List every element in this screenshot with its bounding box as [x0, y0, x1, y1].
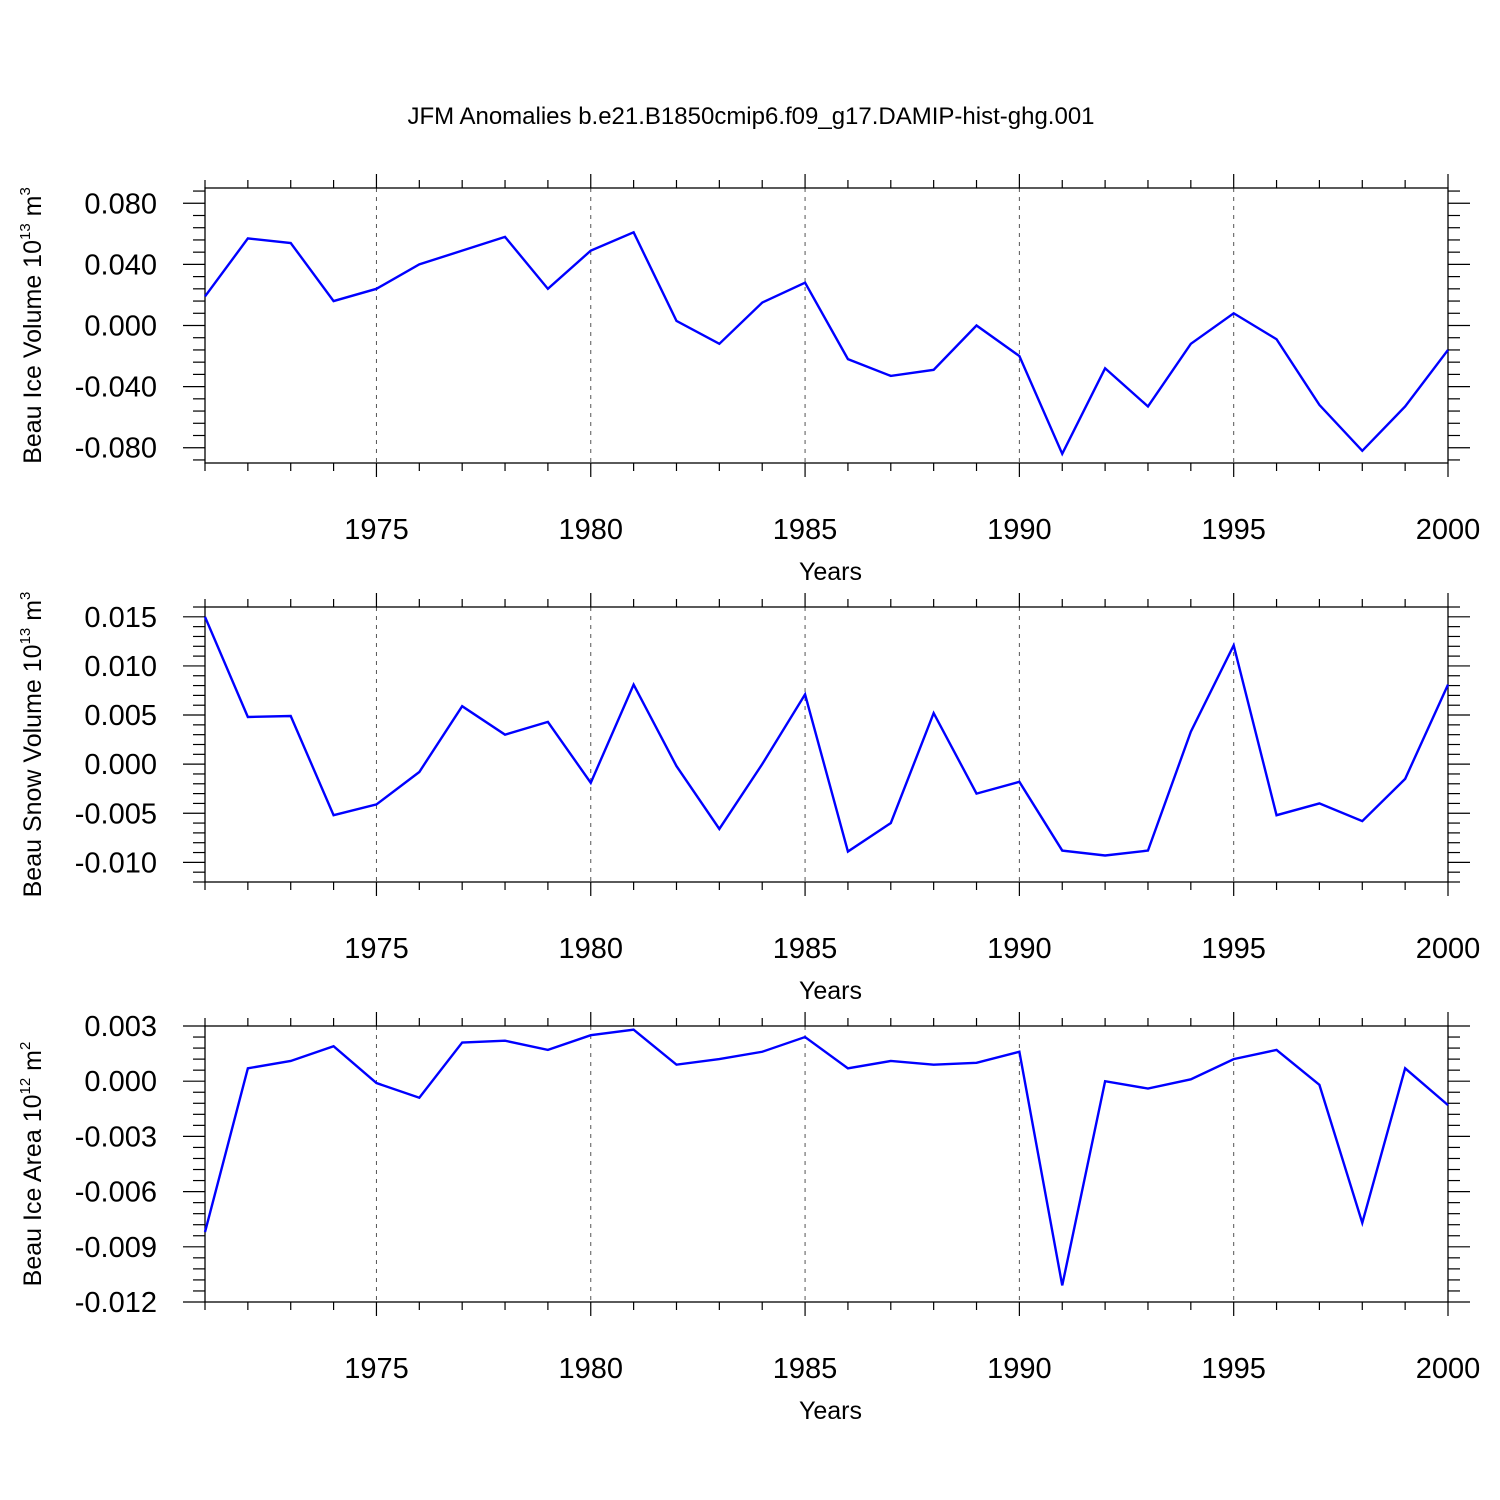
x-tick-label: 1980: [559, 514, 624, 546]
y-tick-label: 0.040: [84, 249, 157, 281]
x-tick-label: 1990: [987, 1353, 1052, 1385]
y-axis-label: Beau Ice Volume 1013 m3: [17, 187, 47, 464]
x-tick-label: 1975: [344, 514, 409, 546]
x-axis-label: Years: [799, 558, 862, 586]
x-axis-label: Years: [799, 1397, 862, 1425]
panels: 1975 1980 1985 1990 1995 2000 Years 0.080 0.040 0…: [17, 174, 1480, 1425]
panel-2: 1975 1980 1985 1990 1995 2000 Years 0.015 0.010 0…: [17, 592, 1480, 1005]
y-tick-label: 0.005: [84, 700, 157, 732]
y-tick-label: -0.009: [75, 1232, 157, 1264]
y-tick-label: 0.010: [84, 651, 157, 683]
x-tick-label: 1990: [987, 933, 1052, 965]
y-tick-label: 0.000: [84, 1066, 157, 1098]
x-tick-label: 2000: [1416, 514, 1481, 546]
y-tick-label: -0.005: [75, 798, 157, 830]
x-tick-label: 1995: [1201, 514, 1266, 546]
x-tick-label: 1975: [344, 1353, 409, 1385]
y-tick-label: 0.000: [84, 749, 157, 781]
x-tick-label: 1980: [559, 933, 624, 965]
y-tick-label: -0.040: [75, 372, 157, 404]
y-tick-label: 0.003: [84, 1011, 157, 1043]
plot-frame: [204, 606, 1449, 883]
plot-frame: [204, 1025, 1449, 1303]
series-line: [203, 1028, 1449, 1286]
series-line: [203, 616, 1450, 857]
y-axis-label: Beau Snow Volume 1013 m3: [17, 592, 47, 898]
x-tick-label: 1985: [773, 1353, 838, 1385]
panel-3: 1975 1980 1985 1990 1995 2000 Years 0.003 0.000 -…: [17, 1011, 1480, 1425]
y-tick-label: -0.006: [75, 1177, 157, 1209]
series-line: [204, 230, 1449, 457]
y-tick-label: -0.012: [75, 1287, 157, 1319]
panel-1: 1975 1980 1985 1990 1995 2000 Years 0.080 0.040 0…: [17, 174, 1480, 586]
y-tick-label: 0.015: [84, 602, 157, 634]
plot-frame: [204, 187, 1449, 464]
x-tick-label: 1980: [559, 1353, 624, 1385]
x-tick-label: 2000: [1416, 1353, 1481, 1385]
figure-title: JFM Anomalies b.e21.B1850cmip6.f09_g17.D…: [407, 103, 1094, 130]
x-tick-label: 1975: [344, 933, 409, 965]
x-tick-label: 1990: [987, 514, 1052, 546]
x-axis-label: Years: [799, 977, 862, 1005]
x-tick-label: 1995: [1201, 1353, 1266, 1385]
y-tick-label: 0.000: [84, 311, 157, 343]
x-tick-label: 1995: [1201, 933, 1266, 965]
x-tick-label: 1985: [773, 933, 838, 965]
y-tick-label: -0.080: [75, 433, 157, 465]
y-axis-label: Beau Ice Area 1012 m2: [17, 1042, 47, 1287]
y-tick-label: 0.080: [84, 188, 157, 220]
y-tick-label: -0.010: [75, 847, 157, 879]
x-tick-label: 1985: [773, 514, 838, 546]
x-tick-label: 2000: [1416, 933, 1481, 965]
y-tick-label: -0.003: [75, 1121, 157, 1153]
